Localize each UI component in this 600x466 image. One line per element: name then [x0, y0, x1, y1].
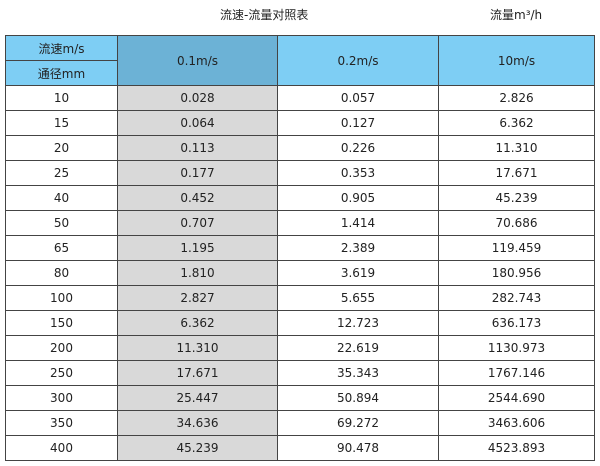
flow-cell: 1.810 [117, 260, 278, 286]
diameter-header: 通径mm [5, 60, 118, 86]
table-row: 350 34.636 69.272 3463.606 [5, 410, 595, 436]
table-row: 150 6.362 12.723 636.173 [5, 310, 595, 336]
diameter-cell: 150 [5, 310, 118, 336]
diameter-cell: 300 [5, 385, 118, 411]
table-row: 40 0.452 0.905 45.239 [5, 185, 595, 211]
diameter-cell: 20 [5, 135, 118, 161]
table-row: 25 0.177 0.353 17.671 [5, 160, 595, 186]
diameter-cell: 65 [5, 235, 118, 261]
table-row: 10 0.028 0.057 2.826 [5, 85, 595, 111]
flow-cell: 45.239 [117, 435, 278, 461]
diameter-cell: 400 [5, 435, 118, 461]
flow-cell: 22.619 [277, 335, 439, 361]
table-title: 流速-流量对照表 [220, 8, 309, 22]
flow-cell: 3463.606 [438, 410, 595, 436]
flow-cell: 11.310 [117, 335, 278, 361]
column-header: 10m/s [438, 35, 595, 86]
diameter-cell: 25 [5, 160, 118, 186]
table-row: 50 0.707 1.414 70.686 [5, 210, 595, 236]
flow-cell: 0.064 [117, 110, 278, 136]
diameter-cell: 50 [5, 210, 118, 236]
flow-cell: 69.272 [277, 410, 439, 436]
diameter-cell: 80 [5, 260, 118, 286]
table-row: 65 1.195 2.389 119.459 [5, 235, 595, 261]
flow-cell: 0.353 [277, 160, 439, 186]
flow-cell: 90.478 [277, 435, 439, 461]
flow-cell: 3.619 [277, 260, 439, 286]
flow-cell: 180.956 [438, 260, 595, 286]
flow-cell: 119.459 [438, 235, 595, 261]
flow-cell: 4523.893 [438, 435, 595, 461]
table-row: 250 17.671 35.343 1767.146 [5, 360, 595, 386]
flow-cell: 12.723 [277, 310, 439, 336]
flow-cell: 0.707 [117, 210, 278, 236]
flow-cell: 35.343 [277, 360, 439, 386]
flow-cell: 70.686 [438, 210, 595, 236]
flow-cell: 6.362 [117, 310, 278, 336]
flow-cell: 11.310 [438, 135, 595, 161]
unit-label: 流量m³/h [490, 8, 543, 22]
flow-cell: 1130.973 [438, 335, 595, 361]
flow-cell: 0.113 [117, 135, 278, 161]
column-header: 0.2m/s [277, 35, 439, 86]
table-row: 15 0.064 0.127 6.362 [5, 110, 595, 136]
flow-cell: 17.671 [117, 360, 278, 386]
flow-cell: 0.177 [117, 160, 278, 186]
table-row: 20 0.113 0.226 11.310 [5, 135, 595, 161]
table-row: 300 25.447 50.894 2544.690 [5, 385, 595, 411]
flow-cell: 2.826 [438, 85, 595, 111]
flow-cell: 1.195 [117, 235, 278, 261]
flow-cell: 0.905 [277, 185, 439, 211]
diameter-cell: 250 [5, 360, 118, 386]
flow-cell: 2544.690 [438, 385, 595, 411]
flow-cell: 282.743 [438, 285, 595, 311]
flow-cell: 1767.146 [438, 360, 595, 386]
flow-cell: 17.671 [438, 160, 595, 186]
flow-cell: 2.827 [117, 285, 278, 311]
flow-cell: 0.226 [277, 135, 439, 161]
diameter-cell: 200 [5, 335, 118, 361]
diameter-cell: 350 [5, 410, 118, 436]
flow-cell: 0.127 [277, 110, 439, 136]
diameter-cell: 10 [5, 85, 118, 111]
flow-cell: 5.655 [277, 285, 439, 311]
flow-cell: 1.414 [277, 210, 439, 236]
flow-cell: 25.447 [117, 385, 278, 411]
table-row: 100 2.827 5.655 282.743 [5, 285, 595, 311]
column-header: 0.1m/s [117, 35, 278, 86]
flow-cell: 0.452 [117, 185, 278, 211]
flow-cell: 45.239 [438, 185, 595, 211]
diameter-cell: 40 [5, 185, 118, 211]
flow-cell: 34.636 [117, 410, 278, 436]
flow-cell: 636.173 [438, 310, 595, 336]
flow-cell: 0.028 [117, 85, 278, 111]
flow-cell: 0.057 [277, 85, 439, 111]
table-row: 80 1.810 3.619 180.956 [5, 260, 595, 286]
velocity-header: 流速m/s [5, 35, 118, 61]
flow-cell: 2.389 [277, 235, 439, 261]
table-row: 400 45.239 90.478 4523.893 [5, 435, 595, 461]
flow-table: 流速m/s 0.1m/s 0.2m/s 10m/s 通径mm 10 0.028 0.… [5, 35, 595, 461]
diameter-cell: 100 [5, 285, 118, 311]
flow-cell: 6.362 [438, 110, 595, 136]
table-row: 200 11.310 22.619 1130.973 [5, 335, 595, 361]
diameter-cell: 15 [5, 110, 118, 136]
flow-cell: 50.894 [277, 385, 439, 411]
